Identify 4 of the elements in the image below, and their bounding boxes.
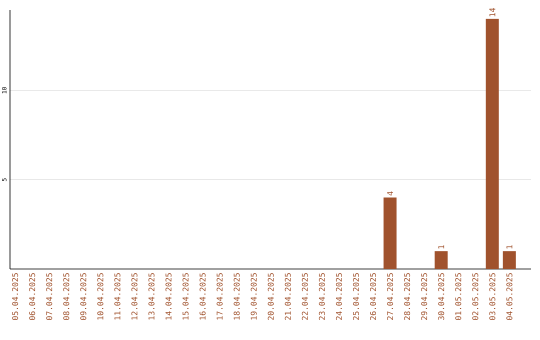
bar <box>486 18 499 269</box>
bar <box>434 251 448 269</box>
bar <box>384 198 397 269</box>
bar <box>502 251 516 269</box>
